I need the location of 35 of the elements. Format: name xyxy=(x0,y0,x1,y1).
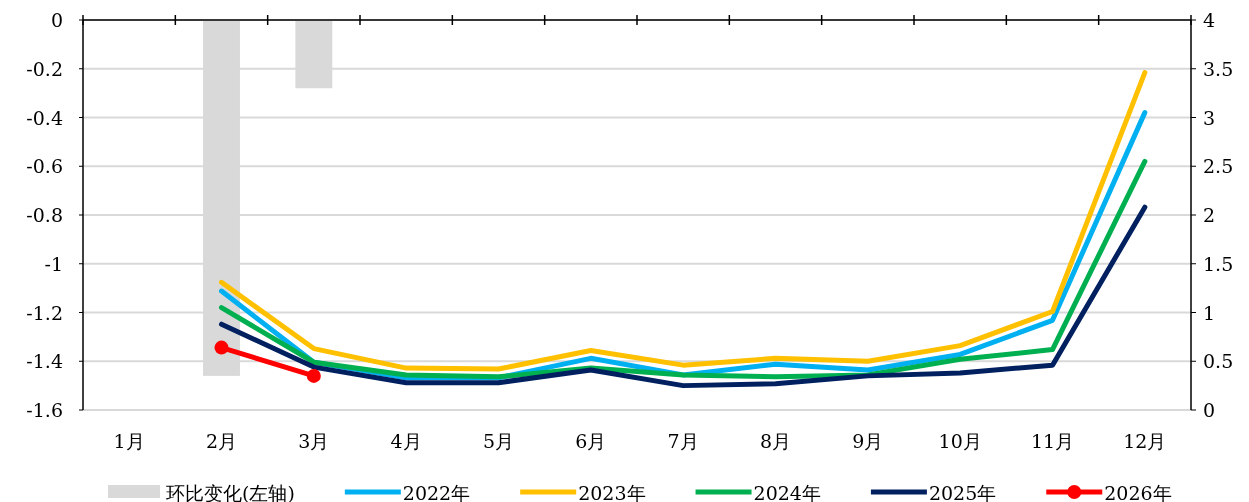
legend-label: 2022年 xyxy=(402,482,471,502)
legend-label: 2024年 xyxy=(753,482,821,502)
x-tick-label: 1月 xyxy=(113,430,145,452)
y2-tick-label: 1 xyxy=(1203,301,1216,324)
y2-tick-label: 4 xyxy=(1203,9,1216,31)
y-tick-label: -1.4 xyxy=(26,350,63,373)
x-tick-label: 11月 xyxy=(1030,430,1075,452)
y2-tick-label: 3.5 xyxy=(1203,57,1234,80)
y2-tick-label: 1.5 xyxy=(1203,252,1234,275)
x-tick-label: 12月 xyxy=(1123,430,1167,452)
y-tick-label: -1.6 xyxy=(26,399,63,421)
y-tick-label: -0.4 xyxy=(26,106,63,129)
x-tick-label: 3月 xyxy=(298,430,330,452)
x-tick-label: 9月 xyxy=(852,430,884,452)
legend-label: 2026年 xyxy=(1104,482,1172,502)
y-tick-label: -1 xyxy=(44,252,63,275)
y-tick-label: 0 xyxy=(50,9,63,31)
legend-label: 2025年 xyxy=(928,482,997,502)
x-tick-label: 5月 xyxy=(482,430,515,452)
y2-tick-label: 0 xyxy=(1203,399,1216,421)
y-tick-label: -0.2 xyxy=(26,57,63,80)
y-tick-label: -0.8 xyxy=(26,204,63,226)
y2-tick-label: 2.5 xyxy=(1203,155,1234,178)
x-tick-label: 7月 xyxy=(667,430,699,452)
x-tick-label: 10月 xyxy=(938,430,982,452)
x-tick-label: 4月 xyxy=(390,430,422,452)
y-tick-label: -1.2 xyxy=(26,301,63,324)
x-tick-label: 6月 xyxy=(575,430,607,452)
x-tick-label: 2月 xyxy=(205,430,238,452)
y-tick-label: -0.6 xyxy=(26,155,63,178)
legend-label: 2023年 xyxy=(578,482,646,502)
y2-tick-label: 2 xyxy=(1203,204,1216,226)
x-tick-label: 8月 xyxy=(759,430,792,452)
y2-tick-label: 0.5 xyxy=(1203,350,1234,373)
y2-tick-label: 3 xyxy=(1203,106,1216,129)
